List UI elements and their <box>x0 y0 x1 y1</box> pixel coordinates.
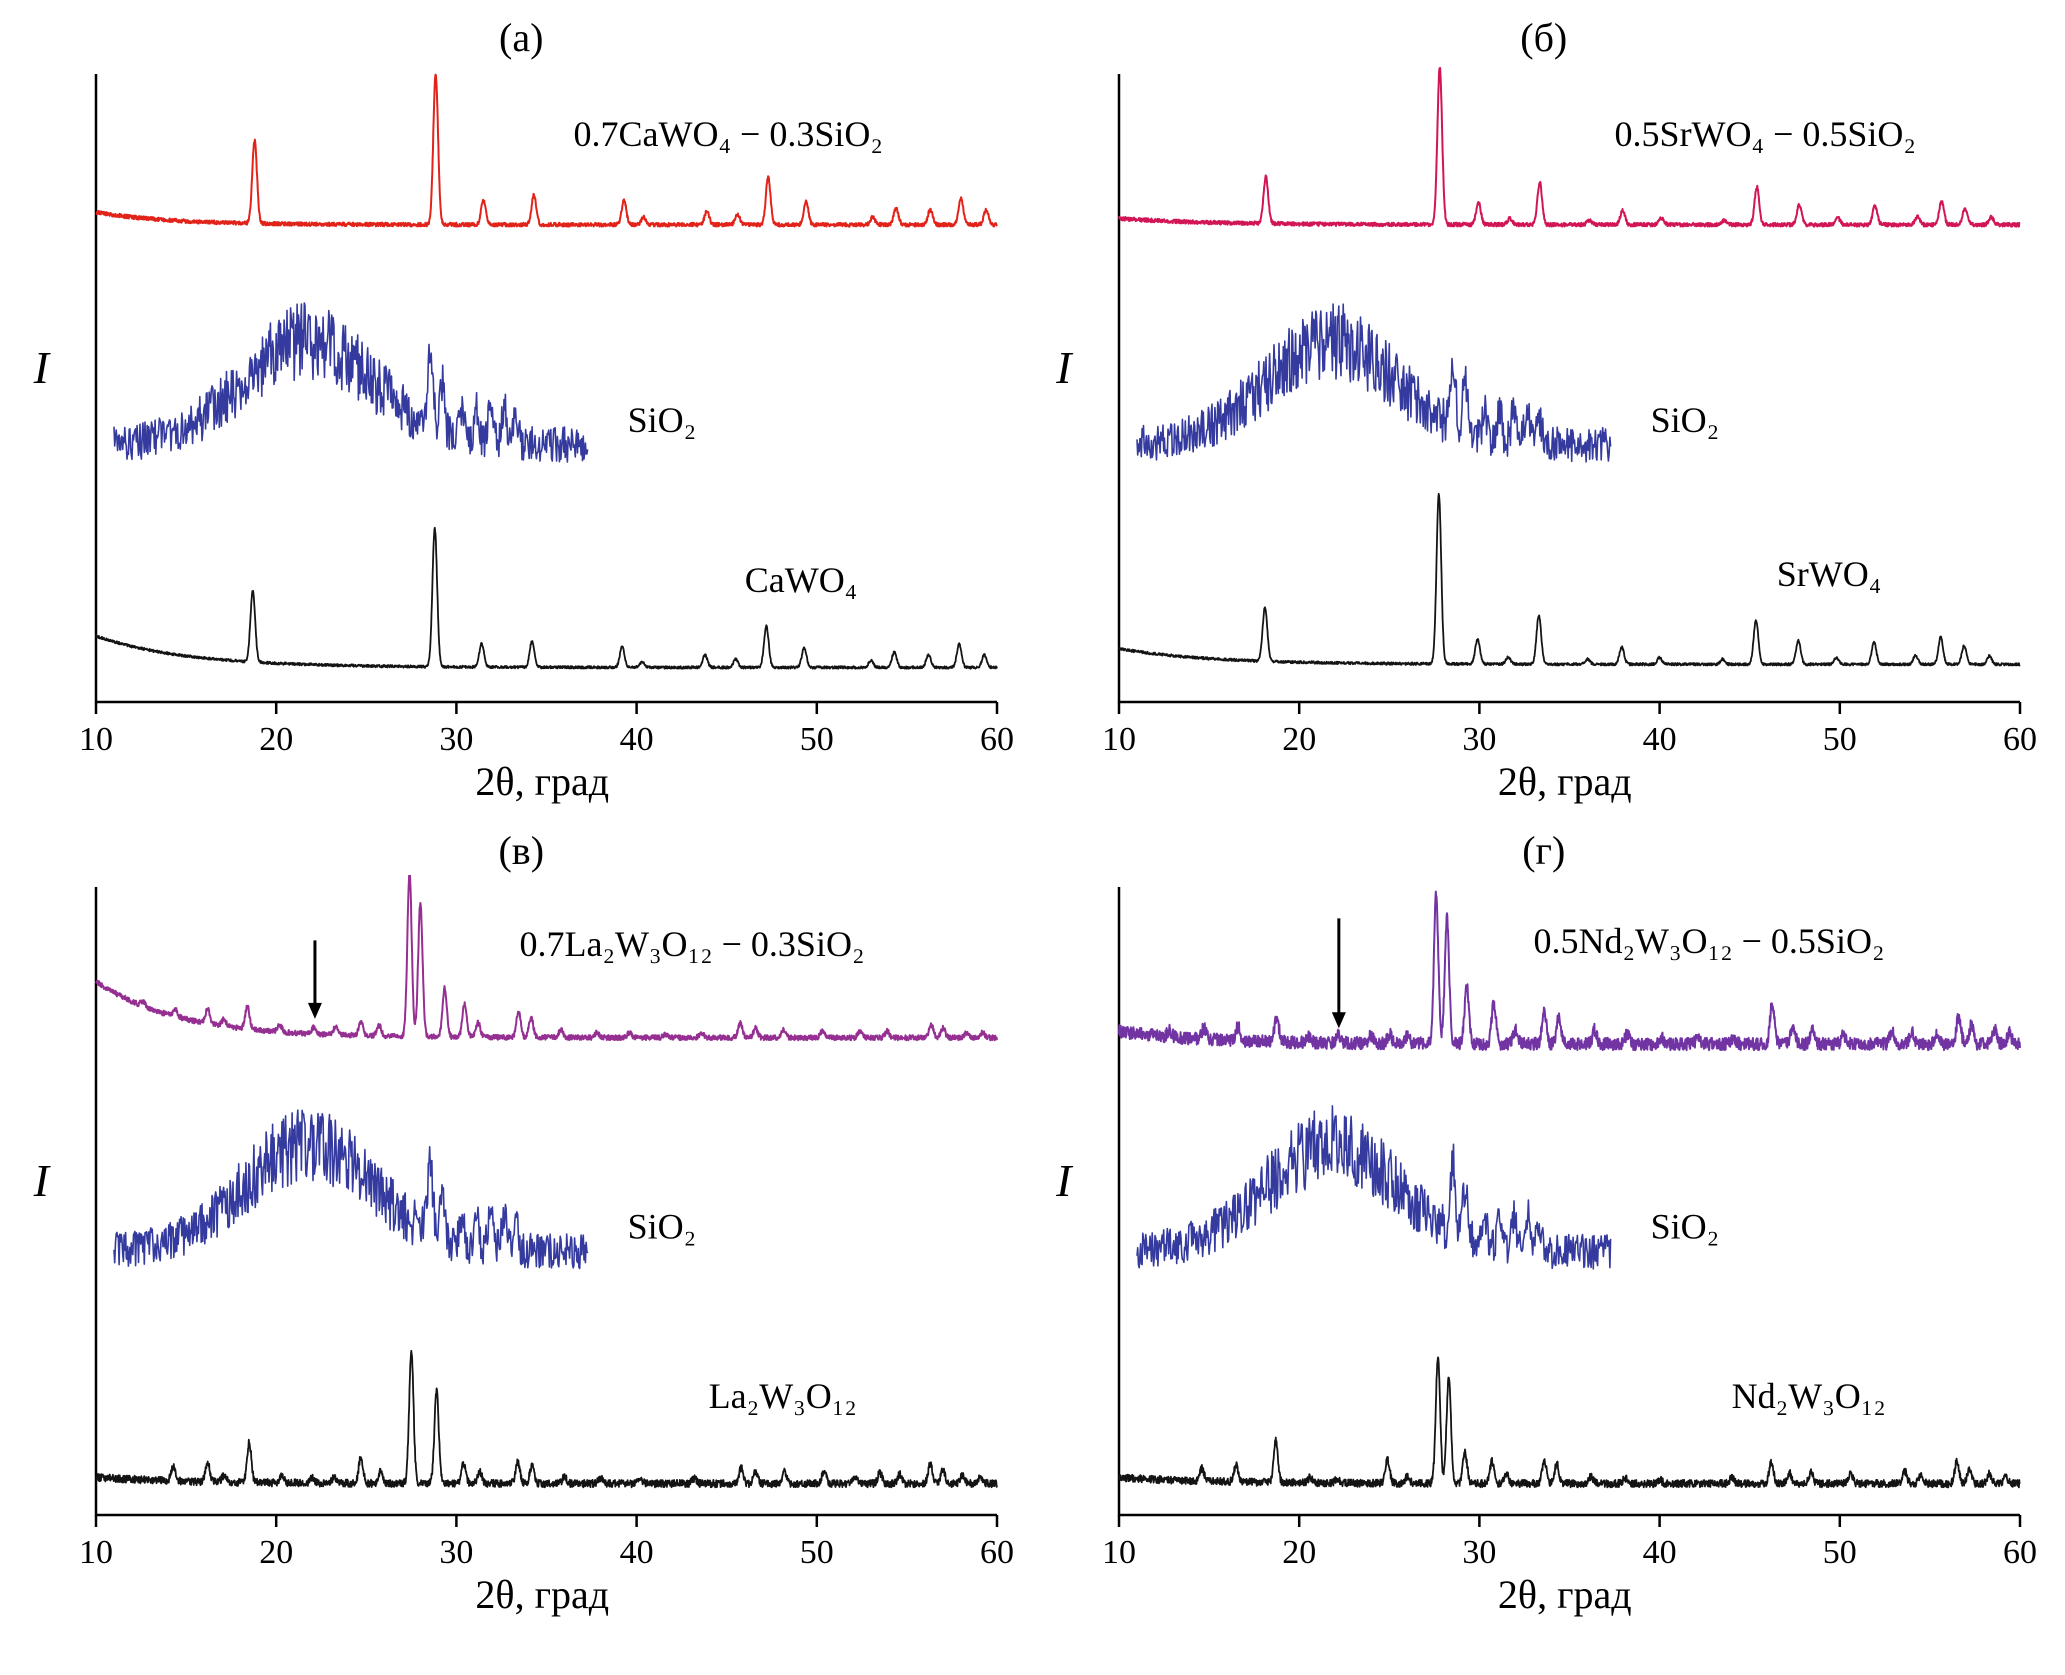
xrd-plot-v: 10 20 30 40 50 60 0.7La₂W₃O₁₂ − 0.3SiO₂ SiO₂ La₂… <box>79 875 1014 1571</box>
y-axis-label-v: I <box>33 1154 49 1206</box>
panel-g-title: (г) <box>1522 828 1566 873</box>
svg-text:20: 20 <box>259 721 293 758</box>
svg-text:0.7CaWO₄ − 0.3SiO₂: 0.7CaWO₄ − 0.3SiO₂ <box>574 114 883 154</box>
svg-text:40: 40 <box>1642 1534 1676 1571</box>
svg-text:60: 60 <box>2003 721 2037 758</box>
y-axis-label-a: I <box>33 341 49 393</box>
svg-text:0.7La₂W₃O₁₂ − 0.3SiO₂: 0.7La₂W₃O₁₂ − 0.3SiO₂ <box>520 924 865 964</box>
svg-text:30: 30 <box>1462 721 1496 758</box>
svg-text:10: 10 <box>1102 721 1136 758</box>
panel-a-title: (а) <box>499 15 544 60</box>
svg-text:50: 50 <box>1823 721 1857 758</box>
xrd-plot-g: 10 20 30 40 50 60 0.5Nd₂W₃O₁₂ − 0.5SiO₂ SiO₂ Nd₂… <box>1102 887 2037 1571</box>
svg-text:20: 20 <box>259 1534 293 1571</box>
y-axis-label-b: I <box>1056 341 1072 393</box>
svg-text:20: 20 <box>1282 721 1316 758</box>
svg-text:30: 30 <box>1462 1534 1496 1571</box>
svg-text:SrWO₄: SrWO₄ <box>1776 554 1881 594</box>
xrd-figure: (а) I 10 20 30 40 50 60 0.7CaWO₄ − 0.3SiO₂ SiO₂… <box>20 16 2045 1618</box>
svg-text:SiO₂: SiO₂ <box>1650 400 1719 440</box>
svg-text:40: 40 <box>620 721 654 758</box>
x-axis-label-a: 2θ, град <box>475 759 610 804</box>
svg-text:20: 20 <box>1282 1534 1316 1571</box>
svg-text:SiO₂: SiO₂ <box>628 400 697 440</box>
panel-v: (в) I 10 20 30 40 50 60 0.7La₂W₃O₁₂ − 0.3SiO₂ S… <box>20 829 1023 1618</box>
panel-b-title: (б) <box>1520 15 1568 60</box>
panel-v-title: (в) <box>498 828 545 873</box>
svg-text:10: 10 <box>79 1534 113 1571</box>
svg-text:SiO₂: SiO₂ <box>1650 1207 1719 1247</box>
panel-g: (г) I 10 20 30 40 50 60 0.5Nd₂W₃O₁₂ − 0.5SiO₂ S… <box>1043 829 2046 1618</box>
svg-text:0.5Nd₂W₃O₁₂ − 0.5SiO₂: 0.5Nd₂W₃O₁₂ − 0.5SiO₂ <box>1533 921 1884 961</box>
x-axis-label-v: 2θ, град <box>475 1572 610 1617</box>
x-axis-label-b: 2θ, град <box>1497 759 1632 804</box>
svg-text:40: 40 <box>620 1534 654 1571</box>
svg-text:La₂W₃O₁₂: La₂W₃O₁₂ <box>709 1376 857 1416</box>
xrd-plot-b: 10 20 30 40 50 60 0.5SrWO₄ − 0.5SiO₂ SiO₂ SrWO₄ <box>1102 66 2037 758</box>
svg-text:10: 10 <box>1102 1534 1136 1571</box>
panel-a: (а) I 10 20 30 40 50 60 0.7CaWO₄ − 0.3SiO₂ SiO₂… <box>20 16 1023 805</box>
svg-text:60: 60 <box>980 1534 1014 1571</box>
svg-text:30: 30 <box>440 1534 474 1571</box>
svg-text:0.5SrWO₄ − 0.5SiO₂: 0.5SrWO₄ − 0.5SiO₂ <box>1614 114 1915 154</box>
xrd-plot-a: 10 20 30 40 50 60 0.7CaWO₄ − 0.3SiO₂ SiO₂ CaWO₄ <box>79 73 1014 758</box>
svg-text:50: 50 <box>1823 1534 1857 1571</box>
svg-text:60: 60 <box>2003 1534 2037 1571</box>
svg-text:CaWO₄: CaWO₄ <box>745 560 858 600</box>
x-axis-label-g: 2θ, град <box>1497 1572 1632 1617</box>
svg-text:50: 50 <box>800 1534 834 1571</box>
svg-text:SiO₂: SiO₂ <box>628 1207 697 1247</box>
svg-text:40: 40 <box>1642 721 1676 758</box>
svg-text:30: 30 <box>440 721 474 758</box>
svg-text:50: 50 <box>800 721 834 758</box>
svg-text:Nd₂W₃O₁₂: Nd₂W₃O₁₂ <box>1731 1376 1885 1416</box>
panel-b: (б) I 10 20 30 40 50 60 0.5SrWO₄ − 0.5SiO₂ SiO₂… <box>1043 16 2046 805</box>
svg-text:10: 10 <box>79 721 113 758</box>
svg-text:60: 60 <box>980 721 1014 758</box>
y-axis-label-g: I <box>1056 1154 1072 1206</box>
